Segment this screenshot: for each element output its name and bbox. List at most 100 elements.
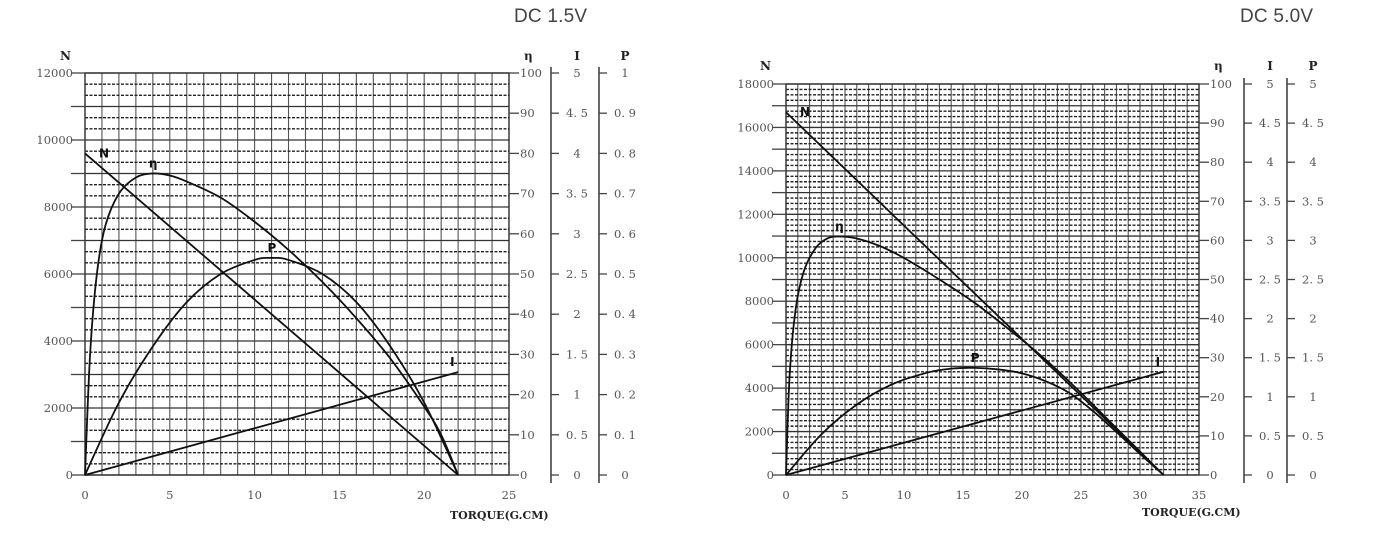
- svg-text:70: 70: [1210, 194, 1225, 208]
- svg-text:70: 70: [520, 187, 535, 201]
- power-curve: [785, 366, 1165, 476]
- svg-text:50: 50: [520, 267, 535, 281]
- svg-text:N: N: [760, 59, 771, 73]
- current-curve-label: I: [450, 355, 454, 369]
- svg-text:2000: 2000: [745, 425, 774, 439]
- svg-text:0: 0: [81, 488, 88, 502]
- svg-text:14000: 14000: [737, 164, 774, 178]
- svg-text:100: 100: [1210, 77, 1232, 91]
- svg-text:25: 25: [1074, 488, 1089, 502]
- svg-text:0. 5: 0. 5: [614, 267, 636, 281]
- current-curve: [785, 370, 1164, 476]
- svg-text:8000: 8000: [44, 200, 73, 214]
- power-axis: P 0 0. 1 0. 2 0. 3 0. 4 0. 5 0. 6 0. 7 0. 8 0. 9 1: [598, 49, 636, 483]
- svg-text:P: P: [620, 49, 629, 63]
- svg-text:0: 0: [782, 488, 789, 502]
- svg-text:TORQUE(G.CM): TORQUE(G.CM): [450, 509, 549, 522]
- svg-text:0. 6: 0. 6: [614, 227, 636, 241]
- torque-axis: 0 5 10 15 20 25 TORQUE(G.CM): [81, 488, 548, 522]
- svg-text:3: 3: [573, 227, 580, 241]
- efficiency-axis: η 0 10 20 30 40 50 60 70 80 90 100: [1199, 59, 1232, 482]
- svg-text:90: 90: [520, 106, 535, 120]
- n-axis: N 0 2000 4000 6000 8000 10000 12000 14000 16000 18…: [737, 59, 786, 482]
- n-axis: N 0 2000 4000 6000 8000 10000 12000: [36, 49, 85, 482]
- torque-axis: 0 5 10 15 20 25 30 35 TORQUE(G.CM): [782, 488, 1240, 519]
- svg-text:3: 3: [1309, 233, 1316, 247]
- svg-text:0. 5: 0. 5: [1259, 429, 1281, 443]
- svg-text:2. 5: 2. 5: [1259, 273, 1281, 287]
- svg-text:25: 25: [502, 488, 517, 502]
- efficiency-curve: [84, 172, 459, 476]
- svg-text:6000: 6000: [745, 338, 774, 352]
- efficiency-axis: η 0 10 20 30 40 50 60 70 80 90 100: [509, 49, 542, 482]
- current-axis: I 0 0. 5 1 1. 5 2 2. 5 3 3. 5 4 4. 5 5: [550, 49, 588, 483]
- svg-text:2: 2: [1309, 312, 1316, 326]
- svg-text:0: 0: [520, 468, 527, 482]
- grid: [785, 83, 1200, 476]
- svg-text:80: 80: [1210, 155, 1225, 169]
- svg-text:0. 1: 0. 1: [614, 428, 636, 442]
- grid: [84, 72, 510, 476]
- svg-text:8000: 8000: [745, 294, 774, 308]
- svg-text:12000: 12000: [737, 207, 774, 221]
- svg-text:0: 0: [1266, 468, 1273, 482]
- svg-text:10: 10: [1210, 429, 1225, 443]
- svg-text:40: 40: [520, 307, 535, 321]
- speed-curve: [785, 111, 1165, 476]
- svg-text:20: 20: [1210, 390, 1225, 404]
- svg-text:3. 5: 3. 5: [566, 187, 588, 201]
- svg-text:0: 0: [66, 468, 73, 482]
- efficiency-curve-label: η: [149, 157, 158, 171]
- svg-text:10: 10: [897, 488, 912, 502]
- svg-text:4000: 4000: [44, 334, 73, 348]
- svg-text:0. 3: 0. 3: [614, 347, 636, 361]
- svg-text:30: 30: [1210, 351, 1225, 365]
- svg-text:50: 50: [1210, 273, 1225, 287]
- svg-text:0: 0: [621, 468, 628, 482]
- speed-curve: [84, 152, 459, 476]
- svg-text:I: I: [574, 49, 580, 63]
- svg-text:20: 20: [520, 388, 535, 402]
- svg-text:0. 8: 0. 8: [614, 146, 636, 160]
- svg-text:4: 4: [1309, 155, 1316, 169]
- svg-text:2. 5: 2. 5: [1302, 273, 1324, 287]
- svg-text:15: 15: [956, 488, 971, 502]
- power-curve-label: P: [971, 351, 980, 365]
- svg-text:16000: 16000: [737, 120, 774, 134]
- svg-text:1: 1: [621, 66, 628, 80]
- svg-text:0. 5: 0. 5: [566, 428, 588, 442]
- svg-text:N: N: [60, 49, 71, 63]
- svg-text:30: 30: [1133, 488, 1148, 502]
- svg-text:5: 5: [166, 488, 173, 502]
- svg-text:6000: 6000: [44, 267, 73, 281]
- power-curve-label: P: [268, 241, 277, 255]
- svg-text:1. 5: 1. 5: [566, 347, 588, 361]
- chart-title-dc-5-0v: DC 5.0V: [1240, 6, 1314, 27]
- efficiency-curve-label: η: [835, 219, 844, 233]
- svg-text:1: 1: [573, 388, 580, 402]
- svg-text:100: 100: [520, 66, 542, 80]
- svg-text:η: η: [1214, 59, 1223, 73]
- svg-text:0. 7: 0. 7: [614, 187, 636, 201]
- svg-text:90: 90: [1210, 116, 1225, 130]
- svg-text:1: 1: [1309, 390, 1316, 404]
- chart-title-dc-1-5v: DC 1.5V: [514, 6, 588, 27]
- svg-text:3. 5: 3. 5: [1302, 194, 1324, 208]
- svg-text:0. 9: 0. 9: [614, 106, 636, 120]
- svg-text:2: 2: [1266, 312, 1273, 326]
- svg-text:80: 80: [520, 146, 535, 160]
- svg-text:4. 5: 4. 5: [1259, 116, 1281, 130]
- svg-text:0: 0: [1210, 468, 1217, 482]
- svg-text:5: 5: [1266, 77, 1273, 91]
- power-curve: [84, 256, 459, 476]
- svg-text:5: 5: [841, 488, 848, 502]
- curves: Nη P I: [84, 146, 459, 476]
- svg-text:60: 60: [1210, 233, 1225, 247]
- svg-text:10000: 10000: [36, 133, 73, 147]
- svg-text:0: 0: [767, 468, 774, 482]
- current-curve-label: I: [1156, 355, 1160, 369]
- svg-text:40: 40: [1210, 312, 1225, 326]
- svg-text:0: 0: [1309, 468, 1316, 482]
- svg-text:20: 20: [417, 488, 432, 502]
